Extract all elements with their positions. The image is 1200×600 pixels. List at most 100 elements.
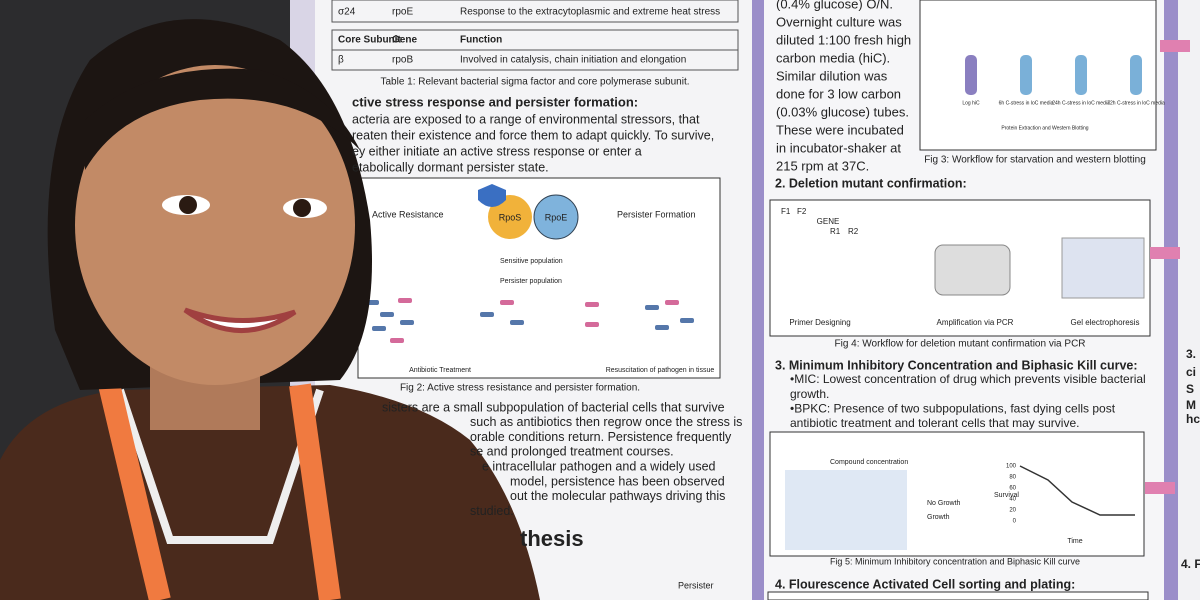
figure-label: Log hiC <box>962 100 980 106</box>
figure-label: RpoS <box>499 212 522 222</box>
caption: Fig 4: Workflow for deletion mutant conf… <box>834 339 1085 350</box>
arrows <box>1145 40 1190 494</box>
tick-label: 20 <box>1009 508 1016 514</box>
paragraph-line: done for 3 low carbon <box>776 86 901 101</box>
paragraph-line: •MIC: Lowest concentration of drug which… <box>790 372 1146 386</box>
paragraph-line: in incubator-shaker at <box>776 140 901 155</box>
poster-divider <box>1164 0 1178 600</box>
collar <box>116 388 324 544</box>
table-cell: rpoB <box>392 55 413 66</box>
poster-fragment: 3. <box>1186 347 1196 361</box>
smile <box>183 307 297 333</box>
paragraph-line: acteria are exposed to a range of enviro… <box>352 112 700 126</box>
figure-label: Compound concentration <box>830 459 908 466</box>
paragraph-line: out the molecular pathways driving this <box>510 489 725 503</box>
paragraph-line: etabolically dormant persister state. <box>352 160 549 174</box>
paragraph-line: diluted 1:100 fresh high <box>776 32 911 47</box>
figure-label: 72h C-stress in loC media <box>1107 100 1165 106</box>
figure-label: Persister population <box>500 278 562 285</box>
table-cell: σ24 <box>338 7 356 18</box>
paragraph-line: se and prolonged treatment courses. <box>470 445 674 459</box>
figure-label: Gel electrophoresis <box>1071 318 1140 327</box>
figure-label: Protein Extraction and Western Blotting <box>1001 125 1088 131</box>
iris <box>179 196 197 214</box>
paragraph-line: orable conditions return. Persistence fr… <box>470 430 732 444</box>
paragraph-line: such as antibiotics then regrow once the… <box>470 415 742 429</box>
figure-label: RpoE <box>545 212 568 222</box>
poster-fragment: S <box>1186 382 1194 396</box>
pcr-machine <box>934 244 1011 296</box>
figure-label: 24h C-stress in loC media <box>1052 100 1110 106</box>
poster-fragment: M <box>1186 398 1196 412</box>
heading: thesis <box>520 526 584 551</box>
figure-label: Resuscitation of pathogen in tissue <box>606 367 715 374</box>
figure-label: Antibiotic Treatment <box>409 367 471 374</box>
figure-label: 6h C-stress in loC media <box>999 100 1054 106</box>
table-cell: Involved in catalysis, chain initiation … <box>460 55 686 66</box>
paragraph-line: growth. <box>790 387 829 401</box>
table-header: Function <box>460 35 502 46</box>
heading: 4. Flourescence Activated Cell sorting a… <box>775 577 1075 591</box>
paragraph-line: antibiotic treatment and tolerant cells … <box>790 416 1079 430</box>
paragraph-line: 215 rpm at 37C. <box>776 158 869 173</box>
table-cell: rpoE <box>392 7 413 18</box>
paragraph-line: (0.4% glucose) O/N. <box>776 0 893 11</box>
table-box <box>331 0 739 23</box>
table-header: Core Subunit <box>338 35 401 46</box>
face <box>75 65 355 385</box>
heading: 3. Minimum Inhibitory Concentration and … <box>775 358 1138 372</box>
lanyard <box>97 377 341 600</box>
figure-label: Sensitive population <box>500 258 563 265</box>
poster-fragment: 4. F <box>1181 557 1200 571</box>
figure-label: No Growth <box>927 500 961 507</box>
figure-label: Primer Designing <box>789 318 850 327</box>
figure-label: R2 <box>848 227 859 236</box>
figure-label: Amplification via PCR <box>937 318 1014 327</box>
figure-label: R1 <box>830 227 841 236</box>
figure-box <box>767 591 1149 600</box>
paragraph-line: carbon media (hiC). <box>776 50 890 65</box>
paragraph-line: model, persistence has been observed <box>510 474 725 488</box>
poster-column <box>1178 0 1200 600</box>
figure-label: F2 <box>797 207 807 216</box>
paragraph-line: reaten their existence and force them to… <box>352 128 714 142</box>
paragraph-line: studied. <box>470 504 514 518</box>
table-cell: Response to the extracytoplasmic and ext… <box>460 7 720 18</box>
hair-front <box>85 68 360 170</box>
paragraph-line: (0.03% glucose) tubes. <box>776 104 909 119</box>
paragraph-line: Similar dilution was <box>776 68 888 83</box>
paragraph-line: sisters are a small subpopulation of bac… <box>382 400 725 414</box>
figure-label: GENE <box>817 217 840 226</box>
caption: Fig 2: Active stress resistance and pers… <box>400 383 640 394</box>
plate <box>785 470 907 550</box>
tick-label: 0 <box>1013 519 1017 525</box>
icon <box>533 194 579 240</box>
gel <box>1061 237 1145 299</box>
figure-label: Growth <box>927 514 950 521</box>
figure-label: Persister <box>678 580 714 590</box>
icon <box>488 195 532 239</box>
bacteria <box>365 298 694 343</box>
figure-box <box>919 0 1157 151</box>
caption: Table 1: Relevant bacterial sigma factor… <box>380 77 689 88</box>
paragraph-line: These were incubated <box>776 122 904 137</box>
figure-label: Active Resistance <box>372 209 444 219</box>
figure-label: Persister Formation <box>617 209 696 219</box>
poster-fragment: ci <box>1186 365 1196 379</box>
table-header: Gene <box>392 35 417 46</box>
poster-fragment: hc <box>1186 412 1200 426</box>
figure-label: Time <box>1067 538 1082 545</box>
tick-label: 80 <box>1009 475 1016 481</box>
tubes <box>965 55 1142 95</box>
figure-label: F1 <box>781 207 791 216</box>
paragraph-line: Overnight culture was <box>776 14 902 29</box>
table-cell: β <box>338 55 344 66</box>
paragraph-line: e intracellular pathogen and a widely us… <box>482 459 716 473</box>
paragraph-line: •BPKC: Presence of two subpopulations, f… <box>790 401 1116 415</box>
paragraph-line: ey either initiate an active stress resp… <box>352 144 642 158</box>
poster-divider <box>752 0 764 600</box>
tick-label: 60 <box>1009 486 1016 492</box>
heading: 2. Deletion mutant confirmation: <box>775 176 967 190</box>
